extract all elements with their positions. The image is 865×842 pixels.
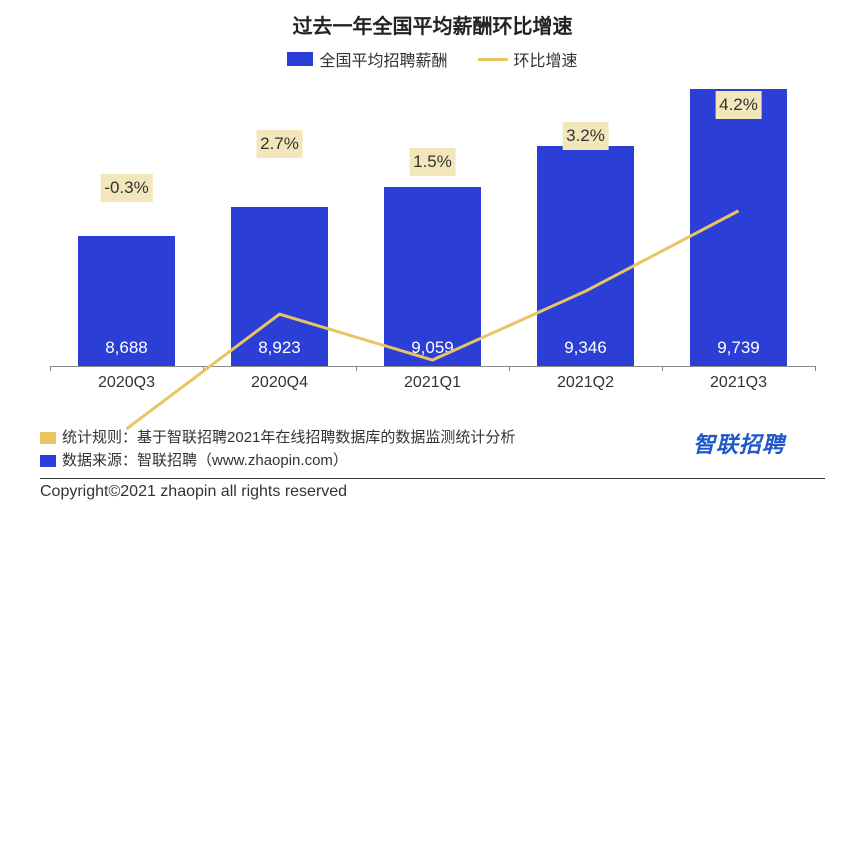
bar-column: 8,9232020Q4 [203,77,356,366]
bar: 9,739 [690,89,788,366]
bar-swatch-icon [287,52,313,66]
bar-column: 9,7392021Q3 [662,77,815,366]
bar: 8,923 [231,207,329,366]
footer: 统计规则：基于智联招聘2021年在线招聘数据库的数据监测统计分析 数据来源：智联… [40,427,825,501]
x-axis-category: 2021Q1 [356,374,509,392]
bar-value-label: 9,059 [411,338,454,366]
footnote-rule-text: 统计规则：基于智联招聘2021年在线招聘数据库的数据监测统计分析 [62,427,515,450]
brand-logo: 智联招聘 [693,427,785,459]
legend-line-label: 环比增速 [514,47,578,71]
axis-tick [662,366,663,371]
bar-value-label: 8,688 [105,338,148,366]
x-axis-category: 2020Q4 [203,374,356,392]
axis-tick [509,366,510,371]
chart-area: 8,6882020Q38,9232020Q49,0592021Q19,34620… [50,77,815,397]
bar-column: 8,6882020Q3 [50,77,203,366]
line-swatch-icon [40,432,56,444]
x-axis-category: 2021Q3 [662,374,815,392]
line-swatch-icon [478,58,508,61]
chart-title: 过去一年全国平均薪酬环比增速 [40,10,825,39]
copyright-text: Copyright©2021 zhaopin all rights reserv… [40,478,825,501]
plot-area: 8,6882020Q38,9232020Q49,0592021Q19,34620… [50,77,815,367]
legend-item-bar: 全国平均招聘薪酬 [287,47,447,71]
bar-value-label: 9,739 [717,338,760,366]
legend-bar-label: 全国平均招聘薪酬 [319,47,447,71]
axis-tick [356,366,357,371]
axis-tick [203,366,204,371]
legend-item-line: 环比增速 [478,47,578,71]
bar-swatch-icon [40,455,56,467]
bar-column: 9,3462021Q2 [509,77,662,366]
bar-column: 9,0592021Q1 [356,77,509,366]
axis-tick [50,366,51,371]
legend: 全国平均招聘薪酬 环比增速 [40,47,825,71]
bar-value-label: 8,923 [258,338,301,366]
bar: 9,059 [384,187,482,366]
bar-value-label: 9,346 [564,338,607,366]
footnote-source-text: 数据来源：智联招聘（www.zhaopin.com） [62,450,348,473]
x-axis-category: 2020Q3 [50,374,203,392]
bar: 8,688 [78,236,176,366]
bar: 9,346 [537,146,635,366]
axis-tick [815,366,816,371]
x-axis-category: 2021Q2 [509,374,662,392]
